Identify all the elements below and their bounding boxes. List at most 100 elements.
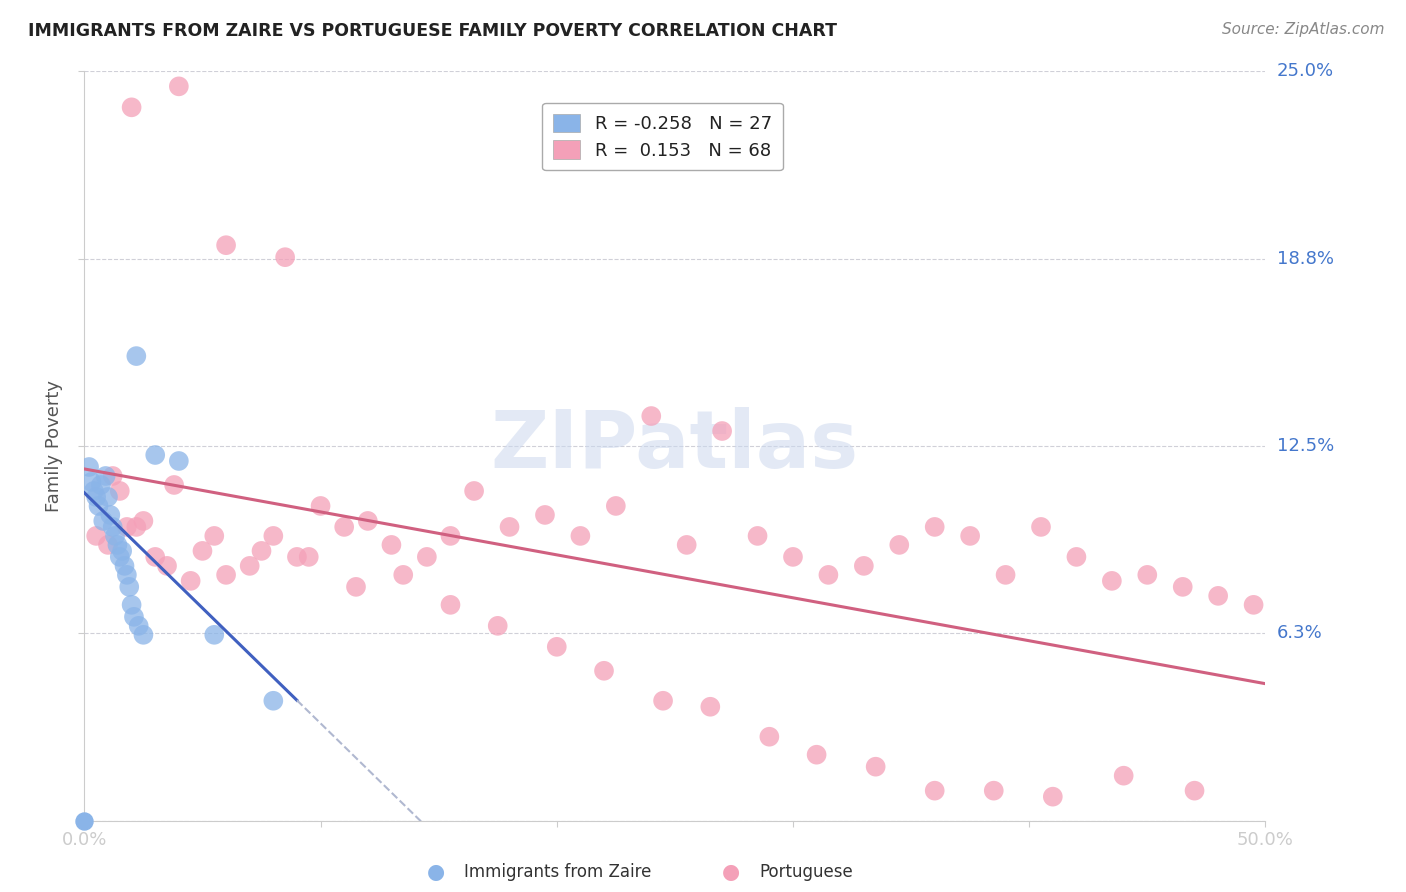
Point [108, 483, 131, 498]
Text: Portuguese: Portuguese [759, 863, 853, 881]
Point [250, 544, 273, 558]
Point [1066, 549, 1088, 564]
Point [865, 760, 887, 774]
Point [1184, 783, 1206, 797]
Point [128, 619, 150, 633]
Text: ZIPatlas: ZIPatlas [491, 407, 859, 485]
Point [87, 499, 110, 513]
Point [1029, 520, 1052, 534]
Point [90, 478, 112, 492]
Point [143, 448, 166, 462]
Point [711, 424, 734, 438]
Point [167, 454, 190, 468]
Point [309, 499, 332, 513]
Point [156, 558, 179, 573]
Point [132, 628, 155, 642]
Point [758, 730, 780, 744]
Point [640, 409, 662, 423]
Point [97, 538, 120, 552]
Point [262, 529, 284, 543]
Text: 18.8%: 18.8% [1277, 250, 1333, 268]
Point [98, 508, 121, 522]
Point [97, 490, 120, 504]
Point [817, 567, 839, 582]
Point [94, 469, 117, 483]
Point [747, 529, 769, 543]
Point [1101, 574, 1123, 588]
Point [107, 538, 129, 552]
Text: Source: ZipAtlas.com: Source: ZipAtlas.com [1222, 22, 1385, 37]
Point [101, 469, 124, 483]
Point [1112, 769, 1135, 783]
Point [132, 514, 155, 528]
Point [262, 694, 284, 708]
Point [1042, 789, 1064, 804]
Point [333, 520, 356, 534]
Point [84, 529, 107, 543]
Point [111, 544, 134, 558]
Point [852, 558, 875, 573]
Point [924, 783, 946, 797]
Point [115, 520, 138, 534]
Point [125, 349, 148, 363]
Point [344, 580, 367, 594]
Point [546, 640, 568, 654]
Point [463, 483, 485, 498]
Point [994, 567, 1017, 582]
Point [202, 529, 225, 543]
Point [101, 520, 124, 534]
Point [569, 529, 592, 543]
Point [202, 628, 225, 642]
Point [416, 549, 439, 564]
Point [91, 514, 114, 528]
Point [285, 549, 308, 564]
Point [699, 699, 721, 714]
Point [215, 567, 238, 582]
Point [1136, 567, 1159, 582]
Point [889, 538, 911, 552]
Point [593, 664, 616, 678]
Point [215, 238, 238, 252]
Point [959, 529, 981, 543]
Point [486, 619, 509, 633]
Legend: R = -0.258   N = 27, R =  0.153   N = 68: R = -0.258 N = 27, R = 0.153 N = 68 [543, 103, 783, 170]
Point [983, 783, 1005, 797]
Point [104, 529, 127, 543]
Point [115, 567, 138, 582]
Text: 6.3%: 6.3% [1277, 624, 1322, 642]
Point [605, 499, 627, 513]
Point [121, 100, 143, 114]
Point [298, 549, 321, 564]
Point [498, 520, 520, 534]
Point [125, 520, 148, 534]
Text: ●: ● [427, 863, 444, 882]
Point [392, 567, 415, 582]
Point [439, 529, 461, 543]
Point [274, 250, 297, 264]
Point [1206, 589, 1229, 603]
Point [924, 520, 946, 534]
Point [167, 79, 190, 94]
Point [652, 694, 675, 708]
Point [83, 483, 105, 498]
Text: 12.5%: 12.5% [1277, 437, 1334, 455]
Point [806, 747, 828, 762]
Y-axis label: Family Poverty: Family Poverty [45, 380, 63, 512]
Point [122, 610, 145, 624]
Point [191, 544, 214, 558]
Point [439, 598, 461, 612]
Text: ●: ● [723, 863, 740, 882]
Point [163, 478, 186, 492]
Text: 25.0%: 25.0% [1277, 62, 1334, 80]
Point [180, 574, 202, 588]
Point [143, 549, 166, 564]
Point [73, 814, 96, 828]
Point [1243, 598, 1265, 612]
Point [118, 580, 141, 594]
Point [534, 508, 557, 522]
Text: IMMIGRANTS FROM ZAIRE VS PORTUGUESE FAMILY POVERTY CORRELATION CHART: IMMIGRANTS FROM ZAIRE VS PORTUGUESE FAMI… [28, 22, 837, 40]
Point [675, 538, 697, 552]
Point [121, 598, 143, 612]
Point [357, 514, 380, 528]
Point [77, 460, 100, 475]
